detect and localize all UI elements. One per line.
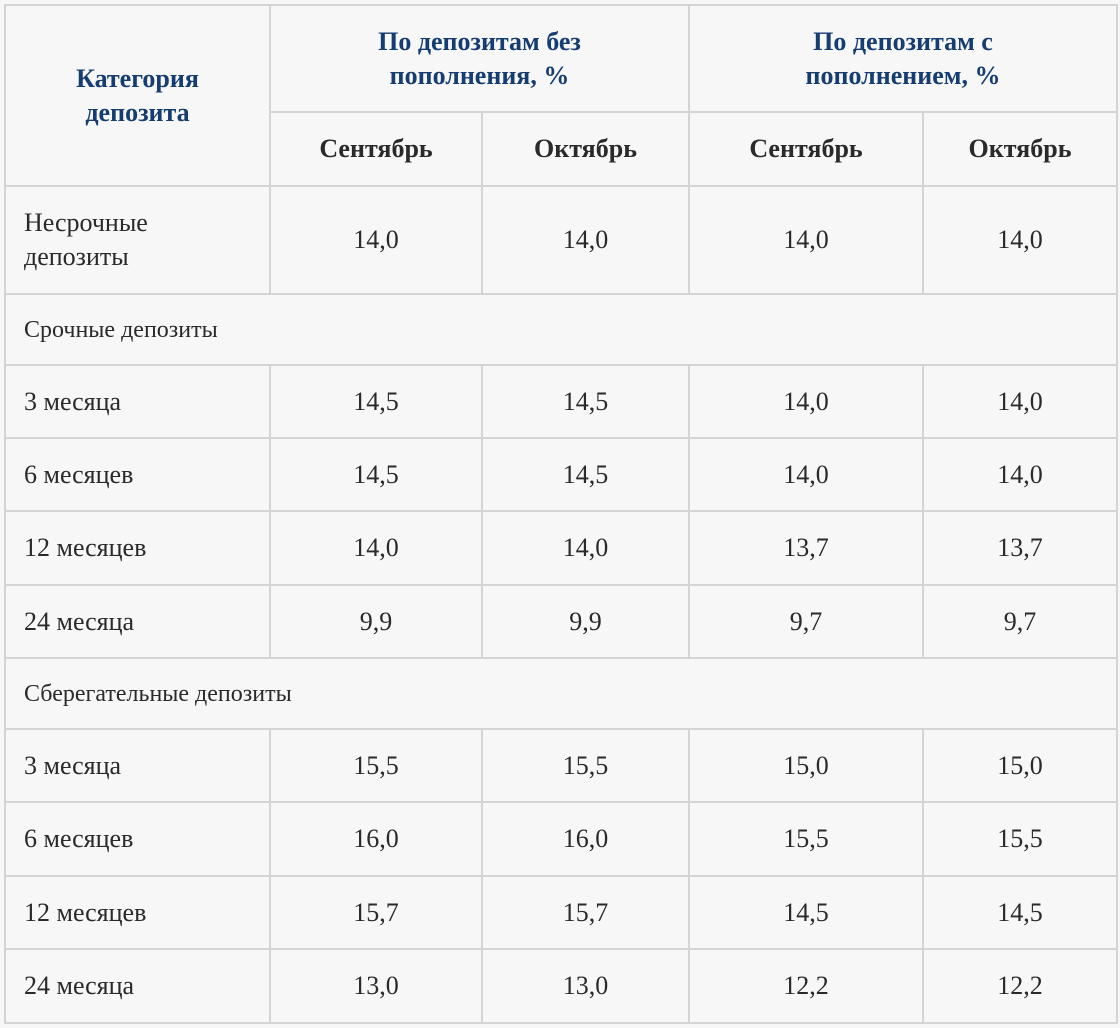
table-cell: 15,5 xyxy=(921,801,1119,877)
table-row: 24 месяца 13,0 13,0 12,2 12,2 xyxy=(4,948,1119,1024)
table-cell: 15,7 xyxy=(481,875,690,950)
table-cell: 14,0 xyxy=(688,185,924,295)
section-term-deposits: Срочные депозиты xyxy=(3,293,1119,366)
table-cell: 14,0 xyxy=(921,364,1119,439)
table-cell: 14,5 xyxy=(921,875,1119,950)
table-cell: 14,0 xyxy=(688,437,924,512)
table-cell: 15,0 xyxy=(688,728,924,803)
table-cell: 14,0 xyxy=(921,437,1119,512)
table-cell: 13,7 xyxy=(921,510,1119,586)
section-row: Срочные депозиты xyxy=(3,293,1119,366)
table-row: 6 месяцев 14,5 14,5 14,0 14,0 xyxy=(4,437,1119,512)
table-cell: 15,5 xyxy=(481,728,690,803)
table-row: Несрочные депозиты 14,0 14,0 14,0 14,0 xyxy=(4,185,1119,295)
table-cell: 14,5 xyxy=(269,364,483,439)
table-cell: 9,7 xyxy=(921,584,1119,659)
header-month-oct-with: Октябрь xyxy=(921,111,1119,187)
table-cell: 14,0 xyxy=(481,510,690,586)
table-row: 12 месяцев 15,7 15,7 14,5 14,5 xyxy=(4,875,1119,950)
table-cell: 14,0 xyxy=(269,510,483,586)
table-cell: 13,0 xyxy=(269,948,483,1024)
row-label: 3 месяца xyxy=(4,728,271,803)
header-month-oct-without: Октябрь xyxy=(481,111,690,187)
table-row: 3 месяца 15,5 15,5 15,0 15,0 xyxy=(4,728,1119,803)
table-cell: 14,5 xyxy=(481,364,690,439)
table-cell: 16,0 xyxy=(269,801,483,877)
table-cell: 14,0 xyxy=(688,364,924,439)
table-cell: 15,5 xyxy=(688,801,924,877)
row-label: 24 месяца xyxy=(4,584,271,659)
table-cell: 13,0 xyxy=(481,948,690,1024)
row-label: 12 месяцев xyxy=(4,510,271,586)
deposit-rates-table: Категория депозита По депозитам без попо… xyxy=(3,4,1119,1024)
table-row: 24 месяца 9,9 9,9 9,7 9,7 xyxy=(4,584,1119,659)
table-cell: 16,0 xyxy=(481,801,690,877)
table-cell: 9,7 xyxy=(688,584,924,659)
header-month-sep-without: Сентябрь xyxy=(269,111,483,187)
table-cell: 13,7 xyxy=(688,510,924,586)
table-row: 3 месяца 14,5 14,5 14,0 14,0 xyxy=(4,364,1119,439)
table-cell: 15,0 xyxy=(921,728,1119,803)
table-cell: 14,5 xyxy=(481,437,690,512)
header-group-with-topup: По депозитам с пополнением, % xyxy=(687,4,1119,113)
row-label: 6 месяцев xyxy=(4,801,271,877)
row-label: 3 месяца xyxy=(4,364,271,439)
header-month-sep-with: Сентябрь xyxy=(688,111,924,187)
table-cell: 12,2 xyxy=(921,948,1119,1024)
row-label: Несрочные депозиты xyxy=(4,185,271,295)
table-cell: 15,7 xyxy=(269,875,483,950)
table-cell: 9,9 xyxy=(269,584,483,659)
section-savings-deposits: Сберегательные депозиты xyxy=(3,657,1119,730)
table-cell: 9,9 xyxy=(481,584,690,659)
section-row: Сберегательные депозиты xyxy=(3,657,1119,730)
table-row: 6 месяцев 16,0 16,0 15,5 15,5 xyxy=(4,801,1119,877)
header-group-without-topup: По депозитам без пополнения, % xyxy=(269,4,690,113)
table-cell: 12,2 xyxy=(688,948,924,1024)
table-cell: 14,0 xyxy=(481,185,690,295)
table-cell: 14,0 xyxy=(921,185,1119,295)
header-category: Категория депозита xyxy=(4,4,271,187)
row-label: 24 месяца xyxy=(4,948,271,1024)
row-label: 6 месяцев xyxy=(4,437,271,512)
table-cell: 14,5 xyxy=(269,437,483,512)
table-row: 12 месяцев 14,0 14,0 13,7 13,7 xyxy=(4,510,1119,586)
row-label: 12 месяцев xyxy=(4,875,271,950)
table-cell: 14,5 xyxy=(688,875,924,950)
table-cell: 14,0 xyxy=(269,185,483,295)
table-cell: 15,5 xyxy=(269,728,483,803)
